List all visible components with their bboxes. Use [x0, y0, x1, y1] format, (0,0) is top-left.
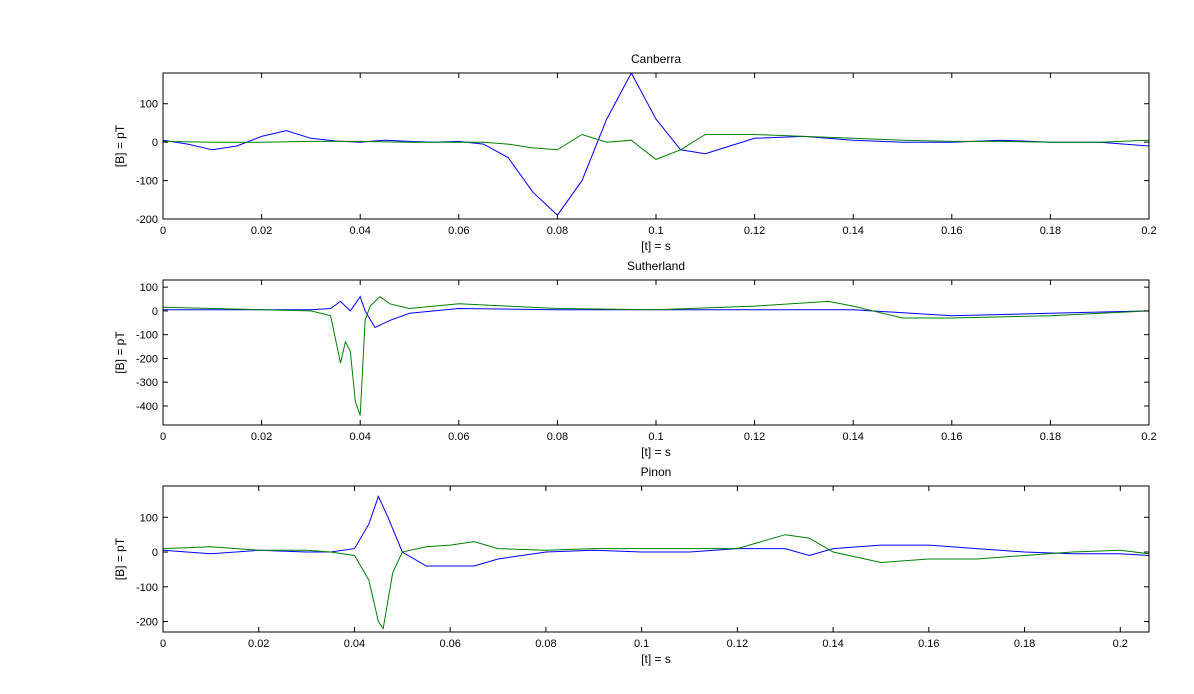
- x-tick-label: 0: [160, 638, 166, 650]
- y-tick-label: 100: [140, 512, 158, 524]
- series-line-1: [163, 295, 1149, 329]
- y-tick-label: -100: [136, 176, 158, 188]
- x-axis-label: [t] = s: [641, 652, 671, 666]
- chart-panel-3: 0 0.02 0.04 0.06 0.08 0.1 0.12 0.14 0.16 0.18 0.2 -…: [113, 465, 1150, 666]
- x-tick-label: 0.12: [744, 431, 765, 443]
- x-tick-label: 0.04: [344, 638, 365, 650]
- chart-title: Canberra: [631, 52, 681, 66]
- x-tick-label: 0.04: [349, 225, 370, 237]
- x-tick-label: 0.16: [918, 638, 939, 650]
- y-tick-label: -100: [136, 582, 158, 594]
- x-tick-label: 0.02: [251, 431, 272, 443]
- x-tick-label: 0.1: [648, 225, 663, 237]
- chart-panel-1: 0 0.02 0.04 0.06 0.08 0.1 0.12 0.14 0.16 0.18 0.2 -…: [113, 52, 1157, 253]
- y-tick-label: 0: [152, 137, 158, 149]
- x-axis-label: [t] = s: [641, 445, 671, 459]
- x-tick-label: 0.18: [1040, 431, 1061, 443]
- x-tick-label: 0.02: [251, 225, 272, 237]
- y-tick-label: 0: [152, 306, 158, 318]
- plot-frame: [162, 485, 1150, 633]
- series-line-2: [163, 534, 1149, 630]
- x-axis-label: [t] = s: [641, 239, 671, 253]
- x-tick-label: 0.04: [349, 431, 370, 443]
- chart-title: Sutherland: [627, 259, 685, 273]
- y-tick-label: 100: [140, 99, 158, 111]
- x-tick-label: 0.2: [1141, 225, 1156, 237]
- x-tick-label: 0.08: [547, 225, 568, 237]
- y-axis-label: [B] = pT: [113, 331, 127, 374]
- y-tick-label: 0: [152, 547, 158, 559]
- y-tick-label: -200: [136, 617, 158, 629]
- x-tick-label: 0.12: [727, 638, 748, 650]
- y-tick-label: -200: [136, 353, 158, 365]
- series-line-2: [163, 295, 1149, 416]
- x-tick-label: 0.14: [842, 225, 863, 237]
- x-tick-label: 0.08: [547, 431, 568, 443]
- x-tick-label: 0.08: [535, 638, 556, 650]
- x-tick-label: 0.2: [1141, 431, 1156, 443]
- x-tick-label: 0.18: [1040, 225, 1061, 237]
- x-tick-label: 0.06: [448, 431, 469, 443]
- y-axis-label: [B] = pT: [113, 537, 127, 580]
- chart-panel-2: 0 0.02 0.04 0.06 0.08 0.1 0.12 0.14 0.16 0.18 0.2 -…: [113, 259, 1157, 459]
- y-tick-label: -400: [136, 401, 158, 413]
- x-tick-label: 0.16: [941, 431, 962, 443]
- x-tick-label: 0.06: [448, 225, 469, 237]
- x-tick-label: 0.18: [1014, 638, 1035, 650]
- x-tick-label: 0.1: [648, 431, 663, 443]
- y-tick-label: -300: [136, 377, 158, 389]
- x-tick-label: 0.14: [822, 638, 843, 650]
- chart-title: Pinon: [641, 465, 672, 479]
- x-tick-label: 0.02: [248, 638, 269, 650]
- x-tick-label: 0.1: [634, 638, 649, 650]
- x-tick-label: 0: [160, 431, 166, 443]
- y-axis-label: [B] = pT: [113, 124, 127, 167]
- y-tick-label: -100: [136, 330, 158, 342]
- x-tick-label: 0.12: [744, 225, 765, 237]
- x-tick-label: 0.06: [439, 638, 460, 650]
- x-tick-label: 0: [160, 225, 166, 237]
- y-tick-label: -200: [136, 214, 158, 226]
- x-tick-label: 0.16: [941, 225, 962, 237]
- x-tick-label: 0.14: [842, 431, 863, 443]
- y-tick-label: 100: [140, 282, 158, 294]
- series-line-2: [163, 133, 1149, 160]
- x-tick-label: 0.2: [1113, 638, 1128, 650]
- series-line-1: [163, 495, 1149, 567]
